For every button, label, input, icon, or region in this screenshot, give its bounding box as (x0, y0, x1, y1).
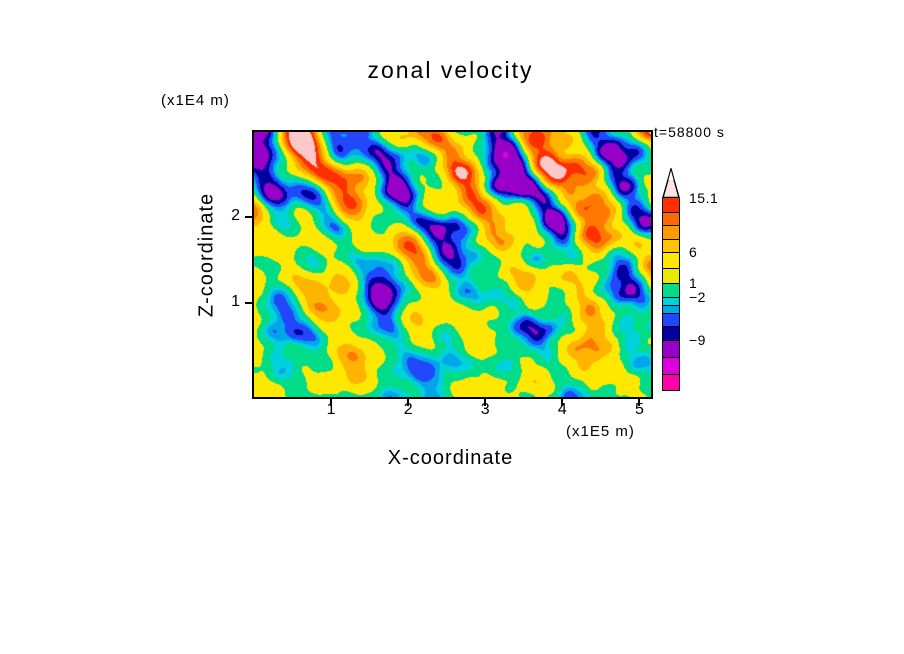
colorbar-segment (663, 313, 679, 326)
colorbar-tick-label: 6 (689, 244, 698, 260)
x-tick-label: 3 (480, 401, 490, 418)
x-tick-mark (484, 399, 487, 406)
colorbar-segment (663, 305, 679, 313)
colorbar-segment (663, 357, 679, 374)
colorbar-segment (663, 252, 679, 268)
y-tick-label: 1 (231, 292, 240, 310)
x-tick-mark (561, 399, 564, 406)
colorbar-segment (663, 297, 679, 305)
y-tick-mark (245, 301, 252, 304)
x-tick-mark (638, 399, 641, 406)
colorbar-tip-icon (662, 168, 680, 198)
x-tick-label: 1 (326, 401, 336, 418)
colorbar-segment (663, 340, 679, 357)
x-tick-label: 5 (634, 401, 644, 418)
x-axis-title: X-coordinate (387, 447, 514, 469)
colorbar-segment (663, 239, 679, 252)
contour-plot-canvas (254, 132, 651, 397)
x-tick-mark (330, 399, 333, 406)
chart-title: zonal velocity (367, 57, 534, 83)
x-tick-mark (407, 399, 410, 406)
plot-area (252, 130, 653, 399)
y-tick-label: 2 (231, 207, 240, 225)
x-axis-unit-label: (x1E5 m) (566, 423, 635, 440)
colorbar-bar (662, 198, 680, 391)
y-axis-unit-label: (x1E4 m) (161, 92, 230, 109)
x-tick-label: 2 (403, 401, 413, 418)
colorbar-segment (663, 326, 679, 340)
y-tick-mark (245, 216, 252, 219)
colorbar-tick-label: 15.1 (689, 190, 719, 206)
colorbar-tick-label: 1 (689, 275, 698, 291)
colorbar-segment (663, 374, 679, 390)
colorbar-tick-label: −2 (689, 289, 706, 305)
x-tick-label: 4 (557, 401, 567, 418)
colorbar-segment (663, 283, 679, 297)
colorbar-segment (663, 198, 679, 212)
colorbar-segment (663, 225, 679, 239)
colorbar-segment (663, 268, 679, 283)
colorbar-segment (663, 212, 679, 225)
colorbar: 15.1 6 1 −2 −9 (662, 168, 718, 391)
time-annotation: t=58800 s (654, 124, 725, 140)
colorbar-tick-label: −9 (689, 332, 706, 348)
